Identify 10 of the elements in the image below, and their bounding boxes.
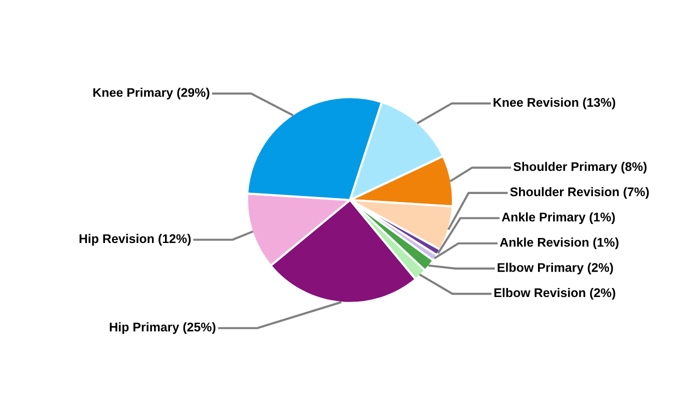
- slice-label: Ankle Revision (1%): [500, 238, 618, 250]
- slice-label: Shoulder Revision (7%): [510, 187, 649, 199]
- slice-label: Shoulder Primary (8%): [513, 162, 647, 174]
- slice-label: Elbow Primary (2%): [498, 262, 613, 274]
- slice-label: Hip Primary (25%): [110, 322, 216, 334]
- slice-label: Knee Revision (13%): [494, 98, 616, 110]
- slice-label: Knee Primary (29%): [93, 88, 210, 100]
- slice-label: Hip Revision (12%): [80, 234, 191, 246]
- slice-label: Elbow Revision (2%): [494, 288, 616, 300]
- slice-label: Ankle Primary (1%): [502, 212, 615, 224]
